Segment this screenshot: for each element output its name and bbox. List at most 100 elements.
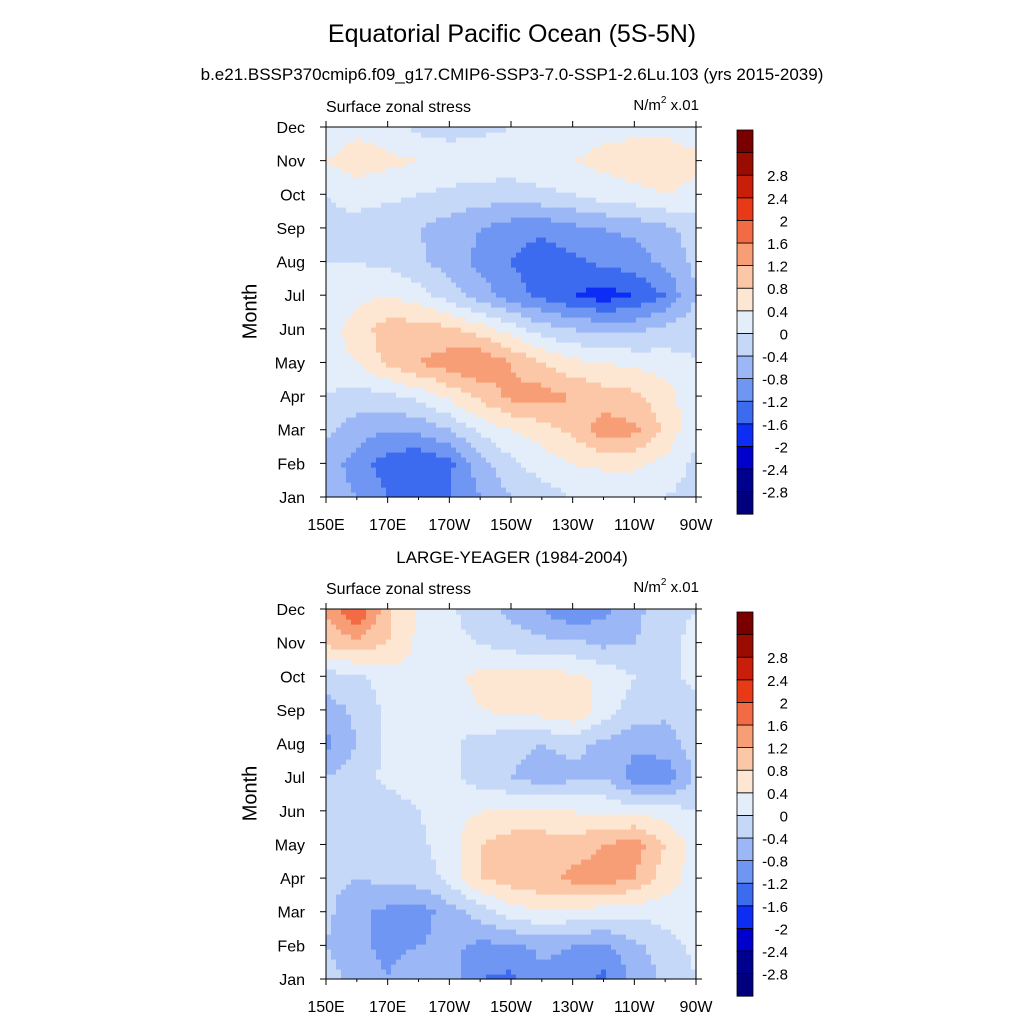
panel-1-colorbar-box <box>736 378 754 402</box>
panel-1-colorbar-label: -0.4 <box>762 349 788 366</box>
panel-2-colorbar-box <box>736 611 754 636</box>
panel-1-ytick-label-jan: Jan <box>279 490 305 507</box>
panel-2-colorbar-label: -1.6 <box>762 899 788 916</box>
panel-1-xtick-label-170e: 170E <box>369 517 406 534</box>
panel-1-colorbar-label: 2.8 <box>767 168 788 185</box>
panel-1-ytick-label-oct: Oct <box>280 187 305 204</box>
panel-2-colorbar-label: 0 <box>780 808 788 825</box>
panel-1-xtick-label-150w: 150W <box>490 517 533 534</box>
panel-2-colorbar: -2.8 -2.4 -2 -1.6 -1.2 -0.8 -0.4 0 0.4 0.8 1.2 1.6 2… <box>736 611 788 997</box>
panel-1-xtick-label-150e: 150E <box>307 517 344 534</box>
panel-2-filled-contours <box>326 609 697 980</box>
panel-2-colorbar-box <box>736 882 754 907</box>
panel-2-colorbar-label: 2.8 <box>767 650 788 667</box>
panel-1-filled-contours <box>326 127 697 498</box>
panel-1-colorbar-box <box>736 129 754 154</box>
panel-1-colorbar-label: 1.2 <box>767 259 788 276</box>
panel-2-colorbar-label: 2 <box>780 695 788 712</box>
panel-2-xtick-label-90w: 90W <box>680 999 714 1016</box>
panel-2-colorbar-box <box>736 815 754 839</box>
panel-2-ytick-label-nov: Nov <box>277 636 305 653</box>
panel-2-colorbar-label: -2.4 <box>762 944 788 961</box>
panel-2-ytick-label-feb: Feb <box>277 938 305 955</box>
panel-2-xtick-label-130w: 130W <box>552 999 595 1016</box>
panel-1-ytick-label-apr: Apr <box>280 389 306 406</box>
panel-1-colorbar-box <box>736 423 754 447</box>
figure-title: Equatorial Pacific Ocean (5S-5N) <box>327 20 697 48</box>
panel-2-colorbar-box <box>736 973 754 997</box>
panel-2-colorbar-box <box>736 905 754 929</box>
panel-2-ytick-label-oct: Oct <box>280 669 305 686</box>
panel-1-ytick-label-may: May <box>275 355 305 372</box>
panel-1-colorbar-box <box>736 152 754 176</box>
panel-2-colorbar-box <box>736 702 754 726</box>
panel-2-ytick-label-may: May <box>275 837 305 854</box>
panel-1-ytick-label-jul: Jul <box>285 288 305 305</box>
panel-2-colorbar-box <box>736 656 754 681</box>
panel-2-colorbar-box <box>736 950 754 975</box>
panel-1-colorbar-label: -2.4 <box>762 462 788 479</box>
panel-2-colorbar-box <box>736 724 754 749</box>
panel-1-ytick-label-nov: Nov <box>277 154 305 171</box>
panel-1-ytick-label-aug: Aug <box>277 255 305 272</box>
panel-1-units-label: N/m2 x.01 <box>633 95 699 115</box>
panel-2-ytick-label-jul: Jul <box>285 770 305 787</box>
panel-2-ytick-label-jan: Jan <box>279 972 305 989</box>
panel-2-ytick-label-mar: Mar <box>277 905 305 922</box>
panel-2-plot: Jan Feb Mar Apr May Jun Jul Aug Sep Oct Nov Dec 150E… <box>275 602 788 1016</box>
panel-2-colorbar-label: -2.8 <box>762 967 788 984</box>
panel-1-xtick-label-130w: 130W <box>552 517 595 534</box>
panel-2-colorbar-label: 0.4 <box>767 786 788 803</box>
panel-2-ytick-label-apr: Apr <box>280 871 306 888</box>
panel-1-units-power: 2 <box>660 95 667 106</box>
panel-2-colorbar-box <box>736 792 754 816</box>
panel-1-colorbar-label: 2 <box>780 213 788 230</box>
panel-2-units-label: N/m2 x.01 <box>633 578 699 597</box>
panel-2-colorbar-box <box>736 679 754 703</box>
panel-1-ytick-label-mar: Mar <box>277 423 305 440</box>
panel-2-colorbar-label: 0.8 <box>767 763 788 780</box>
panel-1-ytick-label-feb: Feb <box>277 456 305 473</box>
panel-2-ytick-label-aug: Aug <box>277 737 305 754</box>
panel-1-colorbar-box <box>736 332 754 357</box>
panel-1-colorbar-box <box>736 400 754 425</box>
panel-1-colorbar-box <box>736 219 754 244</box>
panel-1-colorbar-box <box>736 242 754 267</box>
panel-2-colorbar-label: 2.4 <box>767 673 788 690</box>
panel-1-colorbar-label: -1.2 <box>762 394 788 411</box>
panel-1-units-base: N/m <box>633 97 661 114</box>
panel-1-colorbar-label: -1.6 <box>762 417 788 434</box>
panel-1-variable-label: Surface zonal stress <box>326 99 471 116</box>
figure-subtitle: b.e21.BSSP370cmip6.f09_g17.CMIP6-SSP3-7.… <box>200 65 824 84</box>
panel-1-colorbar: -2.8 -2.4 -2 -1.6 -1.2 -0.8 -0.4 0 0.4 0.8 1.2 1.6 2… <box>736 129 788 515</box>
panel-1-colorbar-box <box>736 265 754 289</box>
panel-2-variable-label: Surface zonal stress <box>326 581 471 598</box>
panel-2-ytick-label-jun: Jun <box>279 804 305 821</box>
panel-2-title: LARGE-YEAGER (1984-2004) <box>396 548 628 567</box>
panel-1-colorbar-label: 0.8 <box>767 281 788 298</box>
panel-2-ytick-label-sep: Sep <box>277 703 306 720</box>
panel-1-xtick-label-110w: 110W <box>614 517 656 534</box>
panel-2-units-scale: x.01 <box>670 579 699 596</box>
panel-2-colorbar-label: 1.2 <box>767 741 788 758</box>
panel-1-ytick-label-jun: Jun <box>279 322 305 339</box>
panel-2-xtick-label-150e: 150E <box>307 999 344 1016</box>
panel-2-colorbar-label: -1.2 <box>762 876 788 893</box>
panel-1-ytick-label-sep: Sep <box>277 221 306 238</box>
panel-2-colorbar-box <box>736 928 754 952</box>
panel-2-colorbar-label: 1.6 <box>767 718 788 735</box>
panel-1-colorbar-box <box>736 287 754 312</box>
panel-2-colorbar-label: -0.4 <box>762 831 788 848</box>
panel-2-xtick-label-150w: 150W <box>490 999 533 1016</box>
panel-1-plot: Jan Feb Mar Apr May Jun Jul Aug Sep Oct Nov Dec 150E… <box>275 120 788 534</box>
panel-1-colorbar-box <box>736 197 754 221</box>
panel-2-colorbar-box <box>736 769 754 794</box>
panel-2-colorbar-box <box>736 747 754 771</box>
panel-1-colorbar-label: 2.4 <box>767 191 788 208</box>
panel-1-colorbar-label: 1.6 <box>767 236 788 253</box>
panel-1-colorbar-label: -2.8 <box>762 485 788 502</box>
panel-2-xtick-label-170w: 170W <box>428 999 471 1016</box>
panel-1-colorbar-box <box>736 355 754 380</box>
panel-1-colorbar-box <box>736 491 754 515</box>
